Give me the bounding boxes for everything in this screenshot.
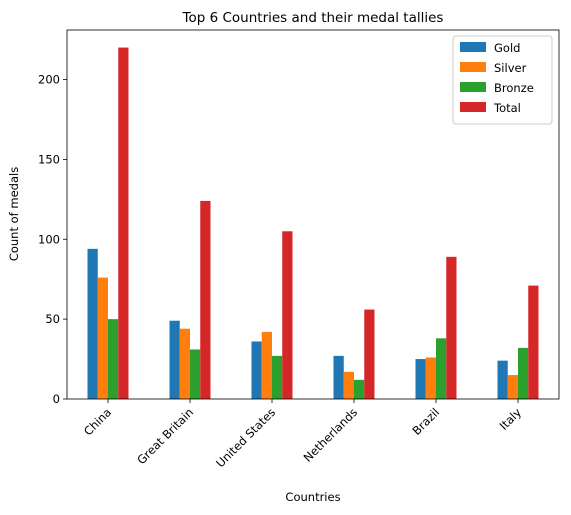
- bar-silver-netherlands: [343, 371, 354, 399]
- y-tick-label: 50: [45, 312, 60, 326]
- bar-bronze-italy: [518, 347, 529, 399]
- bar-total-netherlands: [364, 309, 375, 399]
- bar-total-italy: [528, 285, 539, 399]
- bar-silver-united-states: [261, 331, 272, 399]
- x-tick-label: Brazil: [410, 405, 443, 438]
- bar-gold-china: [87, 248, 98, 399]
- bar-silver-china: [97, 277, 108, 399]
- plot-area: [87, 47, 539, 399]
- legend-label-gold: Gold: [494, 41, 520, 55]
- bar-gold-netherlands: [333, 355, 344, 399]
- bar-gold-great-britain: [169, 320, 180, 399]
- y-tick-label: 0: [53, 392, 60, 406]
- bar-silver-brazil: [425, 357, 436, 399]
- bar-total-united-states: [282, 231, 293, 399]
- bar-bronze-united-states: [272, 355, 283, 399]
- x-tick-label: Great Britain: [134, 405, 196, 467]
- bar-gold-united-states: [251, 341, 262, 399]
- legend-label-total: Total: [493, 101, 521, 115]
- bar-silver-great-britain: [179, 328, 190, 399]
- bar-bronze-netherlands: [354, 379, 365, 399]
- legend-swatch-gold: [460, 42, 486, 52]
- bar-gold-italy: [497, 360, 508, 399]
- legend: Gold Silver Bronze Total: [452, 35, 553, 125]
- bar-bronze-brazil: [436, 338, 447, 399]
- y-tick-label: 150: [38, 152, 60, 166]
- legend-label-silver: Silver: [494, 61, 527, 75]
- bar-bronze-china: [108, 319, 119, 399]
- x-tick-label: Netherlands: [301, 405, 360, 464]
- y-axis-label: Count of medals: [7, 167, 21, 261]
- legend-swatch-total: [460, 102, 486, 112]
- chart-title: Top 6 Countries and their medal tallies: [182, 10, 444, 26]
- bar-total-china: [118, 47, 129, 399]
- x-axis-label: Countries: [285, 490, 340, 504]
- bar-total-brazil: [446, 256, 457, 399]
- bar-bronze-great-britain: [190, 349, 201, 399]
- x-tick-label: United States: [213, 405, 278, 470]
- y-tick-label: 100: [38, 232, 60, 246]
- plot-frame: [66, 29, 560, 400]
- x-tick-label: China: [81, 405, 114, 438]
- bar-silver-italy: [507, 375, 518, 399]
- legend-swatch-bronze: [460, 82, 486, 92]
- bar-total-great-britain: [200, 200, 211, 399]
- bar-gold-brazil: [415, 359, 426, 399]
- legend-label-bronze: Bronze: [494, 81, 534, 95]
- legend-swatch-silver: [460, 62, 486, 72]
- y-tick-label: 200: [38, 73, 60, 87]
- x-tick-label: Italy: [497, 405, 525, 433]
